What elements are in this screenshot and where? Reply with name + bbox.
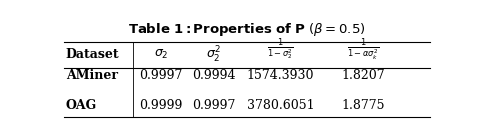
Text: $\sigma_2^2$: $\sigma_2^2$	[206, 45, 221, 65]
Text: $\bf{Table\ 1: Properties\ of\ P}$ ($\beta = 0.5$): $\bf{Table\ 1: Properties\ of\ P}$ ($\be…	[128, 21, 366, 38]
Text: 3780.6051: 3780.6051	[247, 99, 314, 112]
Text: 1.8775: 1.8775	[341, 99, 385, 112]
Text: 1.8207: 1.8207	[341, 69, 385, 82]
Text: $\frac{1}{1-\alpha\sigma_k^2}$: $\frac{1}{1-\alpha\sigma_k^2}$	[347, 37, 379, 62]
Text: $\frac{1}{1-\sigma_2^2}$: $\frac{1}{1-\sigma_2^2}$	[267, 37, 294, 62]
Text: 1574.3930: 1574.3930	[247, 69, 314, 82]
Text: Dataset: Dataset	[66, 48, 120, 61]
Text: 0.9997: 0.9997	[192, 99, 235, 112]
Text: 0.9997: 0.9997	[139, 69, 183, 82]
Text: 0.9994: 0.9994	[192, 69, 235, 82]
Text: 0.9999: 0.9999	[139, 99, 183, 112]
Text: AMiner: AMiner	[66, 69, 118, 82]
Text: $\sigma_2$: $\sigma_2$	[154, 48, 168, 61]
Text: OAG: OAG	[66, 99, 97, 112]
